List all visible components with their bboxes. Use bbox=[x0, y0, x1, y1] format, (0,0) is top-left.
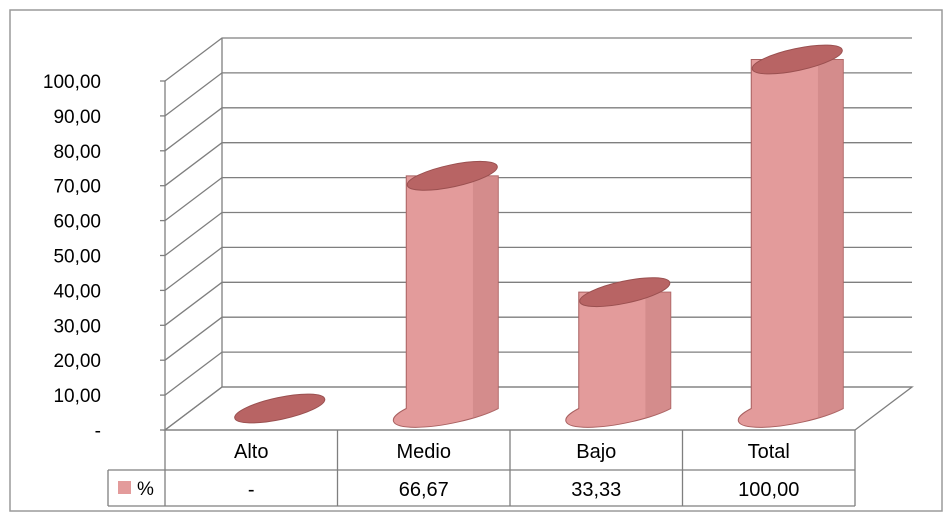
data-label: 33,33 bbox=[571, 479, 621, 501]
data-label: 66,67 bbox=[399, 479, 449, 501]
y-tick-label: 10,00 bbox=[53, 386, 101, 407]
x-tick-label: Medio bbox=[397, 441, 451, 463]
y-tick-label: 50,00 bbox=[53, 247, 101, 268]
bar-alto bbox=[234, 393, 326, 424]
bar-shade bbox=[817, 59, 844, 418]
x-tick-label: Alto bbox=[234, 441, 268, 463]
legend-label: % bbox=[137, 479, 154, 500]
bar-medio bbox=[392, 160, 499, 428]
y-tick-label: 20,00 bbox=[53, 351, 101, 372]
data-label: 100,00 bbox=[738, 479, 799, 501]
y-tick-label: - bbox=[95, 421, 101, 442]
y-tick-label: 60,00 bbox=[53, 212, 101, 233]
bars bbox=[234, 44, 844, 428]
y-tick-label: 70,00 bbox=[53, 177, 101, 198]
bar-top bbox=[406, 160, 498, 191]
y-axis: - 10,00 20,00 30,00 40,00 50,00 60,00 70,00 80,0… bbox=[43, 72, 165, 442]
bar-total bbox=[737, 44, 844, 428]
bar-top bbox=[234, 393, 326, 424]
bar-top bbox=[579, 277, 671, 308]
y-tick-label: 40,00 bbox=[53, 281, 101, 302]
bar-shade bbox=[645, 292, 671, 418]
data-table: Alto Medio Bajo Total% - 66,67 33,33 100,00 bbox=[107, 429, 856, 507]
legend-swatch bbox=[118, 481, 131, 494]
x-tick-label: Total bbox=[748, 441, 790, 463]
bar-shade bbox=[472, 175, 499, 418]
y-tick-label: 30,00 bbox=[53, 316, 101, 337]
gridlines bbox=[163, 37, 914, 431]
x-tick-label: Bajo bbox=[576, 441, 616, 463]
bar-bajo bbox=[565, 277, 672, 428]
y-tick-label: 90,00 bbox=[53, 107, 101, 128]
y-tick-label: 100,00 bbox=[43, 72, 101, 93]
bar-top bbox=[751, 44, 843, 75]
data-label: - bbox=[248, 479, 255, 501]
y-tick-label: 80,00 bbox=[53, 142, 101, 163]
